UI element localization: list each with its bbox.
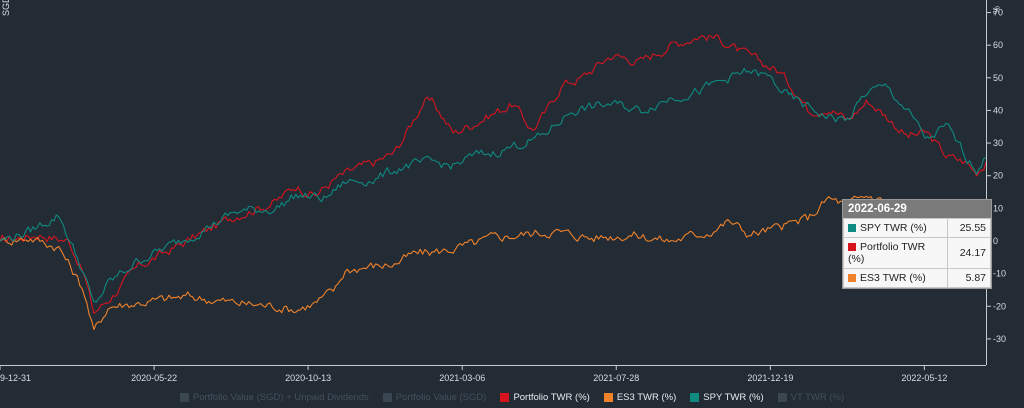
legend-item[interactable]: VT TWR (%) bbox=[777, 389, 845, 405]
series-line-spy[interactable] bbox=[0, 67, 987, 303]
legend-swatch-icon bbox=[500, 392, 510, 402]
x-tick-label: 9-12-31 bbox=[0, 373, 31, 383]
y-tick-label: 30 bbox=[993, 138, 1003, 148]
y-tick-label: 0 bbox=[993, 236, 998, 246]
legend-label: SPY TWR (%) bbox=[703, 391, 764, 403]
series-swatch-icon bbox=[848, 224, 856, 232]
tooltip-series-value: 5.87 bbox=[947, 268, 991, 288]
x-tick-label: 2021-03-06 bbox=[439, 373, 485, 383]
x-tick-label: 2020-05-22 bbox=[131, 373, 177, 383]
legend-item[interactable]: ES3 TWR (%) bbox=[603, 389, 677, 405]
legend-item[interactable]: Portfolio TWR (%) bbox=[500, 389, 590, 405]
tooltip-date: 2022-06-29 bbox=[843, 200, 991, 218]
tooltip-series-value: 25.55 bbox=[947, 218, 991, 238]
y-tick-label: 40 bbox=[993, 105, 1003, 115]
legend-item[interactable]: SPY TWR (%) bbox=[690, 389, 764, 405]
x-tick-label: 2022-05-12 bbox=[901, 373, 947, 383]
x-tick-label: 2021-12-19 bbox=[747, 373, 793, 383]
y-tick-label: 70 bbox=[993, 8, 1003, 18]
legend-label: Portfolio Value (SGD) bbox=[395, 391, 487, 403]
left-axis-title: SGD bbox=[1, 0, 11, 16]
legend-label: Portfolio TWR (%) bbox=[513, 391, 590, 403]
legend-label: ES3 TWR (%) bbox=[616, 391, 677, 403]
tooltip-series-label: Portfolio TWR (%) bbox=[848, 241, 926, 265]
tooltip-row: ES3 TWR (%) 5.87 bbox=[843, 268, 991, 288]
y-tick-label: 20 bbox=[993, 171, 1003, 181]
tooltip-series-label: ES3 TWR (%) bbox=[860, 272, 926, 284]
legend-label: VT TWR (%) bbox=[790, 391, 845, 403]
x-tick-label: 2021-07-28 bbox=[593, 373, 639, 383]
y-tick-label: -30 bbox=[993, 334, 1006, 344]
axes: 70 60 50 40 30 20 10 0 -10 -20 -30% SGD 9-12-31 2020-… bbox=[0, 0, 1006, 383]
series-swatch-icon bbox=[848, 274, 856, 282]
legend-swatch-icon bbox=[777, 392, 787, 402]
legend-label: Portfolio Value (SGD) + Unpaid Dividends bbox=[192, 391, 369, 403]
tooltip-series-value: 24.17 bbox=[947, 237, 991, 269]
hover-tooltip: 2022-06-29 SPY TWR (%) 25.55 Portfolio T… bbox=[842, 199, 992, 289]
tooltip-row: SPY TWR (%) 25.55 bbox=[843, 218, 991, 238]
tooltip-series-label: SPY TWR (%) bbox=[860, 222, 927, 234]
series-swatch-icon bbox=[848, 243, 856, 251]
series-line-es3[interactable] bbox=[0, 195, 987, 331]
x-tick-label: 2020-10-13 bbox=[285, 373, 331, 383]
y-tick-label: 10 bbox=[993, 203, 1003, 213]
legend-swatch-icon bbox=[382, 392, 392, 402]
right-axis-title: % bbox=[991, 6, 1001, 14]
legend-swatch-icon bbox=[690, 392, 700, 402]
y-tick-label: -20 bbox=[993, 301, 1006, 311]
legend-swatch-icon bbox=[603, 392, 613, 402]
y-tick-label: 50 bbox=[993, 73, 1003, 83]
legend-item[interactable]: Portfolio Value (SGD) bbox=[382, 389, 487, 405]
tooltip-row: Portfolio TWR (%) 24.17 bbox=[843, 237, 991, 269]
legend-swatch-icon bbox=[179, 392, 189, 402]
y-tick-label: 60 bbox=[993, 40, 1003, 50]
y-tick-label: -10 bbox=[993, 269, 1006, 279]
tooltip-table: SPY TWR (%) 25.55 Portfolio TWR (%) 24.1… bbox=[843, 218, 991, 288]
legend-item[interactable]: Portfolio Value (SGD) + Unpaid Dividends bbox=[179, 389, 369, 405]
series-lines bbox=[0, 33, 987, 331]
series-line-portfolio[interactable] bbox=[0, 33, 987, 314]
chart-legend: Portfolio Value (SGD) + Unpaid Dividends… bbox=[0, 389, 1024, 405]
